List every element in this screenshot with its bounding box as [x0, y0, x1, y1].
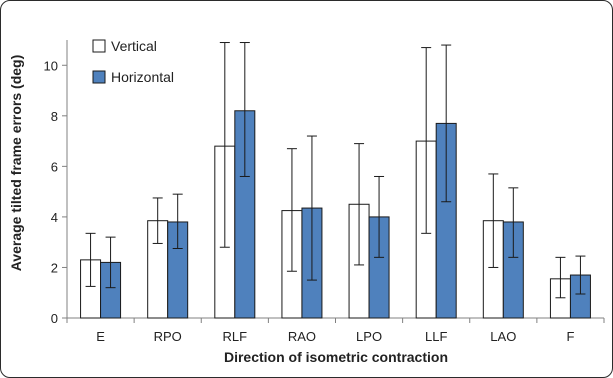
x-tick-label: LLF	[425, 329, 447, 344]
y-tick-label: 8	[51, 109, 58, 124]
y-axis-title: Average tilted frame errors (deg)	[8, 55, 24, 272]
y-tick-label: 6	[51, 159, 58, 174]
x-tick-label: F	[566, 329, 574, 344]
x-tick-label: RLF	[223, 329, 248, 344]
legend-swatch-horizontal	[92, 70, 106, 84]
x-tick-label: LPO	[356, 329, 382, 344]
y-tick-label: 0	[51, 311, 58, 326]
x-tick-label: RAO	[288, 329, 316, 344]
error-bars	[85, 42, 586, 299]
x-axis-title: Direction of isometric contraction	[224, 349, 448, 365]
y-tick-label: 10	[44, 58, 58, 73]
y-axis: 0 2 4 6 8 10	[44, 40, 68, 326]
x-tick-label: LAO	[490, 329, 516, 344]
legend-label-horizontal: Horizontal	[111, 69, 174, 85]
legend-label-vertical: Vertical	[111, 38, 157, 54]
x-tick-label: E	[96, 329, 105, 344]
x-tick-label: RPO	[154, 329, 182, 344]
x-axis: E RPO RLF RAO LPO LLF LAO F	[66, 317, 605, 344]
legend-swatch-vertical	[92, 39, 106, 53]
y-tick-label: 4	[51, 210, 58, 225]
legend: Vertical Horizontal	[92, 38, 174, 85]
bars	[80, 110, 591, 319]
y-tick-label: 2	[51, 260, 58, 275]
